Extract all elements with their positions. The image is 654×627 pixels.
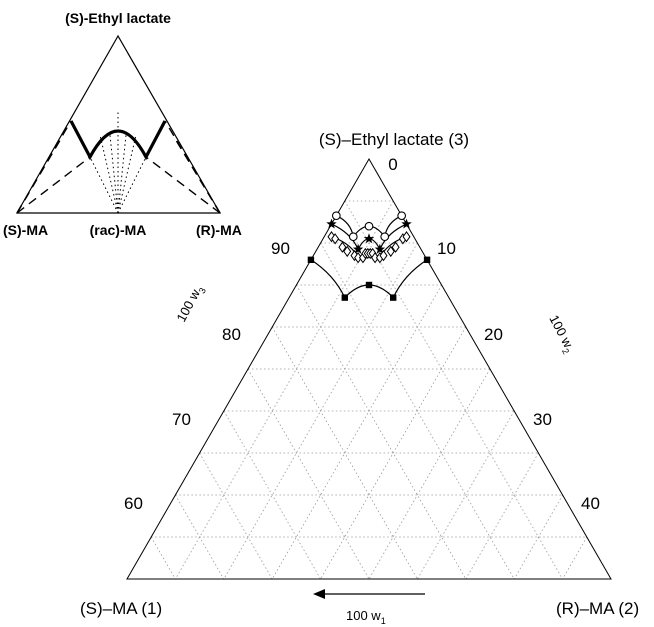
diamond-marker (391, 241, 400, 253)
circle-marker (331, 211, 341, 221)
vertex-label-top: (S)–Ethyl lactate (3) (319, 130, 469, 149)
diamond-marker (379, 249, 388, 262)
star-marker (363, 233, 375, 244)
schematic-dotted-line (117, 156, 147, 214)
grid-line-w1 (199, 452, 273, 580)
axis-label-w3: 100 w3 (173, 282, 208, 326)
tick-w3-60: 60 (124, 494, 143, 513)
vertex-label-left: (S)–MA (1) (80, 599, 162, 618)
axis-w1-text: 100 w (346, 608, 381, 623)
tick-labels-w2: 10 20 30 40 (437, 239, 600, 513)
square-marker (365, 281, 373, 289)
grid-line-w2 (175, 200, 394, 580)
circle-marker (397, 211, 407, 221)
diamond-marker (402, 231, 411, 243)
grid-line-w2 (465, 452, 539, 580)
svg-text:100 w1: 100 w1 (346, 608, 386, 626)
axis-label-w2: 100 w2 (544, 312, 579, 356)
star-marker (326, 218, 337, 229)
grid-line-w2 (271, 284, 442, 580)
schematic-dotted-line (117, 134, 127, 214)
grid-line-w2 (562, 536, 588, 580)
star-marker (352, 243, 364, 254)
grid-line-w1 (247, 368, 370, 580)
circle-marker (348, 232, 358, 242)
axis-w2-sub: 2 (560, 347, 571, 356)
schematic-label-left: (S)-MA (3, 222, 48, 238)
star-marker (401, 218, 412, 229)
ternary-diagram: (S)–Ethyl lactate (3) 0 (S)–MA (1) (R)–M… (80, 130, 639, 626)
data-markers (307, 211, 431, 301)
schematic-label-top: (S)-Ethyl lactate (65, 10, 171, 26)
tick-w3-90: 90 (271, 239, 290, 258)
grid-line-w2 (320, 326, 467, 580)
tick-w2-40: 40 (581, 494, 600, 513)
axis-arrow-w1 (313, 589, 425, 599)
grid-line-w2 (417, 410, 515, 580)
square-marker (341, 294, 348, 301)
schematic-dotted-line (99, 134, 119, 214)
circle-marker (380, 232, 390, 242)
tick-w3-70: 70 (172, 410, 191, 429)
top-value-label: 0 (388, 155, 397, 174)
schematic-solubility-curve (69, 120, 167, 161)
tick-labels-w3: 90 80 70 60 (124, 239, 290, 513)
vertex-label-right: (R)–MA (2) (556, 599, 639, 618)
schematic-label-right: (R)-MA (196, 222, 242, 238)
schematic-dotted-line (109, 134, 119, 214)
diamond-marker (386, 245, 395, 258)
tick-w2-20: 20 (484, 325, 503, 344)
grid-line-w1 (223, 410, 321, 580)
isotherm-curve (310, 259, 428, 299)
grid-line-w2 (513, 494, 563, 580)
svg-text:100 w2: 100 w2 (544, 312, 579, 356)
axis-w2-text: 100 w (546, 312, 576, 350)
axis-w1-sub: 1 (381, 616, 386, 626)
axis-w3-sub: 3 (197, 286, 208, 295)
diamond-marker (338, 241, 347, 253)
ternary-triangle (126, 157, 612, 580)
schematic-label-middle: (rac)-MA (90, 222, 147, 238)
schematic-diagram: (S)-Ethyl lactate (S)-MA (rac)-MA (R)-MA (3, 10, 242, 238)
tick-w3-80: 80 (222, 325, 241, 344)
grid-line-w1 (150, 536, 176, 580)
diamond-marker (343, 245, 352, 258)
schematic-dashed-tie-lines (16, 120, 221, 214)
square-marker (423, 256, 431, 263)
grid-line-w1 (344, 200, 563, 580)
circle-marker (364, 221, 374, 231)
star-marker (374, 243, 386, 254)
schematic-dashed-line (145, 156, 221, 214)
schematic-dashed-line (16, 156, 91, 214)
tick-w2-10: 10 (437, 239, 456, 258)
schematic-dotted-line (117, 134, 137, 214)
grid-line-w1 (175, 494, 225, 580)
schematic-triangle (15, 34, 222, 214)
square-marker (307, 256, 315, 263)
grid-line-w2 (368, 368, 491, 580)
square-marker (390, 294, 397, 301)
grid-line-w1 (296, 284, 467, 580)
tick-w2-30: 30 (533, 410, 552, 429)
schematic-dotted-tie-lines (89, 112, 147, 214)
schematic-dotted-line (89, 156, 119, 214)
grid-line-w2 (223, 242, 418, 580)
grid-line-w1 (320, 242, 515, 580)
diamond-marker (331, 233, 340, 245)
svg-text:100 w3: 100 w3 (173, 282, 208, 326)
ternary-grid (150, 200, 588, 580)
